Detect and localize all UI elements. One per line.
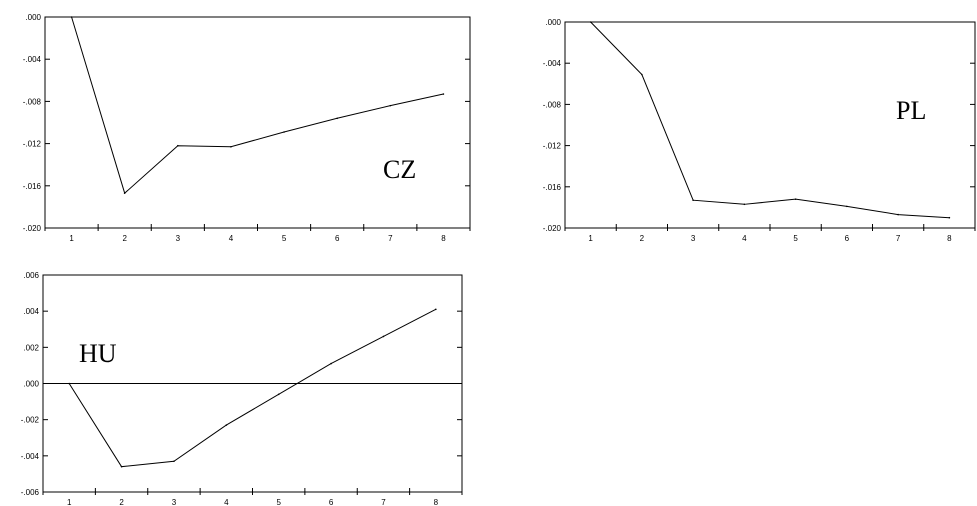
y-tick-label: .004 [23,307,39,316]
data-point [336,117,338,120]
x-tick-label: 7 [896,234,901,243]
y-tick-label: -.016 [23,182,42,191]
y-tick-label: -.004 [21,452,40,461]
x-tick-label: 3 [172,498,177,506]
series-line-hu [68,308,437,468]
x-tick-label: 7 [388,234,393,243]
data-point [743,203,746,206]
x-tick-label: 2 [122,234,127,243]
x-tick-label: 8 [947,234,952,243]
x-tick-label: 4 [224,498,229,506]
data-point [123,192,126,194]
x-tick-label: 6 [845,234,850,243]
x-tick-label: 7 [381,498,386,506]
y-tick-label: -.002 [21,416,40,425]
chart-panel-cz: .000 -.004 -.008 -.012 -.016 -.020 1 2 3 4 5 6 7 8 CZ [23,13,471,243]
data-point [177,144,179,147]
y-tick-label: .000 [25,13,41,22]
x-tick-label: 5 [282,234,287,243]
series-line-pl [590,21,950,219]
data-point [277,393,280,396]
data-point [225,424,228,426]
y-tick-label: -.004 [543,59,562,68]
data-point [435,308,437,311]
x-tick-label: 1 [588,234,593,243]
data-point [70,16,73,18]
y-tick-label: -.008 [23,97,42,106]
y-tick-label: .000 [545,18,561,27]
y-tick-label: -.012 [543,142,562,151]
x-tick-label: 4 [229,234,234,243]
x-tick-label: 6 [335,234,340,243]
data-point [68,382,70,385]
data-point [120,465,123,468]
series-line-cz [71,16,444,195]
panel-label: HU [79,339,117,368]
x-tick-label: 2 [640,234,645,243]
data-point [442,93,445,95]
data-point [641,73,643,76]
plot-frame [44,16,471,229]
data-point [382,335,385,338]
y-tick-label: -.006 [21,488,40,497]
plot-frame [564,21,976,229]
x-tick-label: 5 [276,498,281,506]
y-tick-label: -.016 [543,183,562,192]
y-tick-label: -.008 [543,100,562,109]
y-tick-label: -.020 [23,224,42,233]
chart-panel-hu: .006 .004 .002 .000 -.002 -.004 -.006 1 2 3 4 5 6 7 8 H… [21,271,463,506]
data-point [330,362,332,365]
x-tick-label: 5 [793,234,798,243]
y-tick-label: -.020 [543,224,562,233]
data-point [389,104,392,107]
x-tick-label: 8 [434,498,439,506]
data-point [589,21,592,23]
data-point [948,216,951,219]
data-point [230,145,232,148]
x-tick-label: 6 [329,498,334,506]
data-point [692,199,694,201]
x-tick-label: 2 [119,498,124,506]
x-tick-label: 8 [441,234,446,243]
y-tick-label: .000 [23,380,39,389]
data-point [897,213,899,216]
y-tick-label: -.004 [23,55,42,64]
y-tick-label: .002 [23,343,39,352]
panel-label: CZ [383,155,416,184]
x-tick-label: 1 [69,234,74,243]
data-point [283,131,285,133]
data-point [794,198,797,200]
x-tick-label: 1 [67,498,72,506]
panel-label: PL [896,96,926,125]
y-tick-label: .006 [23,271,39,280]
data-point [173,460,175,463]
x-tick-label: 4 [742,234,747,243]
data-point [846,205,848,208]
x-tick-label: 3 [176,234,181,243]
chart-panel-pl: .000 -.004 -.008 -.012 -.016 -.020 1 2 3 4 5 6 7 8 PL [543,18,976,243]
x-tick-label: 3 [691,234,696,243]
y-tick-label: -.012 [23,140,42,149]
